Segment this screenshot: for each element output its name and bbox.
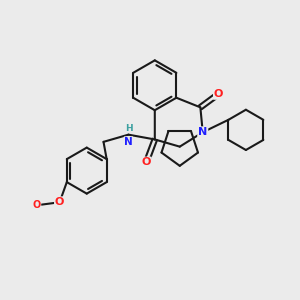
Text: O: O [214, 89, 223, 99]
Text: O: O [142, 158, 151, 167]
Text: O: O [32, 200, 41, 210]
Text: N: N [124, 136, 133, 147]
Text: N: N [198, 127, 207, 137]
Text: O: O [55, 197, 64, 207]
Text: H: H [124, 124, 132, 133]
